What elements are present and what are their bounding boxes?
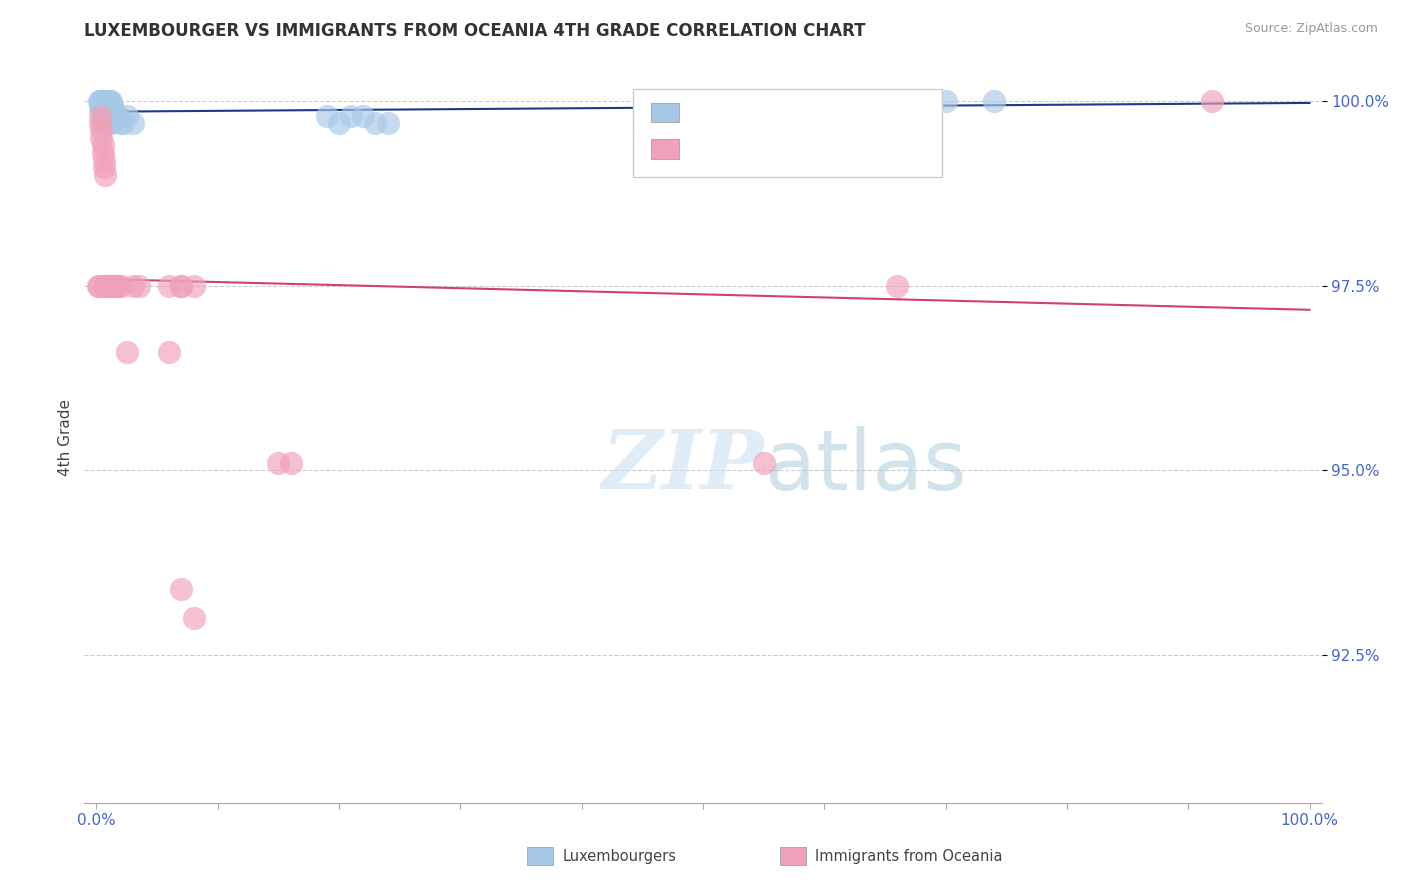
Point [267, 456, 290, 470]
Point [93, 109, 115, 123]
Point [100, 94, 122, 108]
Point [86, 278, 108, 293]
Point [89, 109, 111, 123]
Point [96, 101, 118, 115]
Point [90, 101, 112, 115]
Point [91, 138, 114, 153]
Point [752, 456, 775, 470]
Point [98, 278, 121, 293]
Point [94, 168, 117, 182]
Point [96, 116, 118, 130]
Point [93, 94, 115, 108]
Point [91, 145, 114, 160]
Point [97, 94, 120, 108]
Point [183, 278, 205, 293]
Point [107, 278, 129, 293]
Point [97, 278, 120, 293]
Point [1201, 94, 1223, 108]
Point [98, 109, 121, 123]
Point [94, 109, 117, 123]
Point [377, 116, 399, 130]
Point [328, 116, 350, 130]
Point [96, 109, 118, 123]
Point [100, 278, 122, 293]
Point [183, 611, 205, 625]
Point [280, 456, 302, 470]
Point [94, 101, 117, 115]
Point [93, 101, 115, 115]
Point [104, 278, 127, 293]
Point [89, 101, 111, 115]
Point [104, 109, 127, 123]
Point [340, 109, 363, 123]
Point [91, 94, 114, 108]
Point [100, 101, 122, 115]
Text: Immigrants from Oceania: Immigrants from Oceania [815, 849, 1002, 863]
Point [101, 278, 124, 293]
Point [100, 116, 122, 130]
Point [157, 278, 180, 293]
Point [110, 116, 132, 130]
Point [89, 116, 111, 130]
Point [104, 278, 127, 293]
Point [122, 278, 145, 293]
Point [87, 94, 110, 108]
Point [96, 101, 118, 115]
Point [157, 345, 180, 359]
Point [316, 109, 339, 123]
Point [90, 123, 112, 137]
Point [364, 116, 387, 130]
Y-axis label: 4th Grade: 4th Grade [58, 399, 73, 475]
Point [90, 94, 112, 108]
Point [97, 101, 120, 115]
Text: R = 0.464   N = 50: R = 0.464 N = 50 [689, 103, 846, 120]
Text: Source: ZipAtlas.com: Source: ZipAtlas.com [1244, 22, 1378, 36]
Point [91, 109, 114, 123]
Text: atlas: atlas [765, 425, 966, 507]
Point [94, 109, 117, 123]
Point [886, 278, 908, 293]
Point [352, 109, 374, 123]
Point [170, 582, 193, 596]
Point [97, 116, 120, 130]
Point [91, 101, 114, 115]
Point [93, 116, 115, 130]
Point [112, 116, 135, 130]
Point [90, 131, 112, 145]
Point [94, 278, 117, 293]
Point [93, 153, 115, 167]
Point [96, 94, 118, 108]
Point [813, 94, 835, 108]
Point [96, 278, 118, 293]
Point [94, 94, 117, 108]
Point [935, 94, 957, 108]
Point [101, 101, 124, 115]
Point [170, 278, 193, 293]
Point [103, 101, 125, 115]
Point [96, 94, 118, 108]
Point [170, 278, 193, 293]
Point [110, 278, 132, 293]
Point [122, 116, 145, 130]
Point [104, 109, 127, 123]
Point [87, 278, 110, 293]
Text: Luxembourgers: Luxembourgers [562, 849, 676, 863]
Text: LUXEMBOURGER VS IMMIGRANTS FROM OCEANIA 4TH GRADE CORRELATION CHART: LUXEMBOURGER VS IMMIGRANTS FROM OCEANIA … [84, 22, 866, 40]
Text: ZIP: ZIP [602, 426, 765, 507]
Text: R = 0.350   N = 37: R = 0.350 N = 37 [689, 139, 846, 157]
Point [862, 94, 884, 108]
Point [128, 278, 150, 293]
Point [93, 161, 115, 175]
Point [89, 94, 111, 108]
Point [107, 109, 129, 123]
Point [98, 94, 121, 108]
Point [115, 109, 138, 123]
Point [115, 345, 138, 359]
Point [983, 94, 1005, 108]
Point [96, 278, 118, 293]
Point [98, 101, 121, 115]
